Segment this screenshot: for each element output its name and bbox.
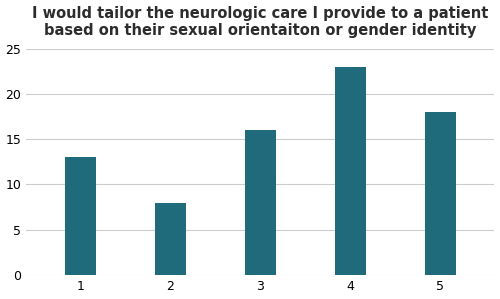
Title: I would tailor the neurologic care I provide to a patient
based on their sexual : I would tailor the neurologic care I pro… bbox=[32, 6, 488, 38]
Bar bbox=[424, 112, 456, 275]
Bar bbox=[64, 157, 96, 275]
Bar bbox=[334, 67, 366, 275]
Bar bbox=[154, 202, 186, 275]
Bar bbox=[244, 130, 276, 275]
